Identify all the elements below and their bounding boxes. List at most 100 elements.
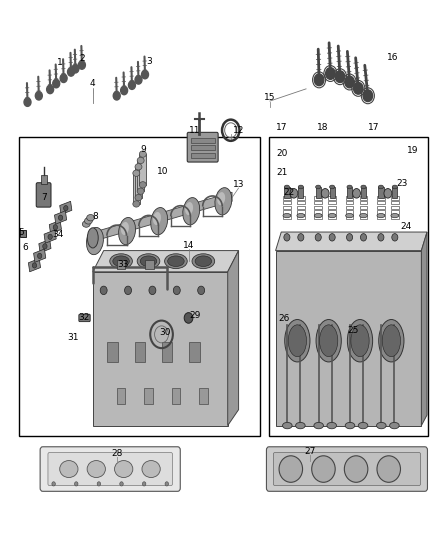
Bar xyxy=(283,201,291,205)
Bar xyxy=(360,196,367,200)
Ellipse shape xyxy=(133,201,140,207)
Bar xyxy=(361,187,366,198)
Ellipse shape xyxy=(165,254,187,269)
Bar xyxy=(199,389,208,405)
Bar xyxy=(144,389,153,405)
Polygon shape xyxy=(88,192,232,243)
Ellipse shape xyxy=(139,182,146,188)
Circle shape xyxy=(173,286,180,295)
Bar xyxy=(328,215,336,219)
Bar xyxy=(117,260,125,269)
Ellipse shape xyxy=(285,319,310,362)
Text: 8: 8 xyxy=(92,212,98,221)
Bar xyxy=(391,196,399,200)
Bar xyxy=(283,196,291,200)
Polygon shape xyxy=(276,232,427,251)
Circle shape xyxy=(284,233,290,241)
Bar xyxy=(283,211,291,214)
Circle shape xyxy=(314,74,324,86)
Circle shape xyxy=(321,189,329,198)
Ellipse shape xyxy=(153,212,161,225)
Bar xyxy=(107,342,117,362)
Bar xyxy=(377,211,385,214)
Ellipse shape xyxy=(347,185,352,189)
Polygon shape xyxy=(276,251,421,425)
Ellipse shape xyxy=(360,214,367,217)
Bar xyxy=(360,201,367,205)
Ellipse shape xyxy=(151,207,168,235)
Circle shape xyxy=(392,233,398,241)
Circle shape xyxy=(67,68,74,76)
Ellipse shape xyxy=(283,214,291,217)
Ellipse shape xyxy=(298,185,304,189)
Bar xyxy=(283,206,291,209)
Bar xyxy=(314,211,322,214)
Ellipse shape xyxy=(135,195,142,201)
Bar xyxy=(20,230,26,237)
Circle shape xyxy=(384,189,392,198)
Text: 26: 26 xyxy=(279,314,290,323)
Ellipse shape xyxy=(327,422,336,429)
Circle shape xyxy=(142,482,146,486)
FancyBboxPatch shape xyxy=(273,453,420,486)
Polygon shape xyxy=(39,239,51,253)
Circle shape xyxy=(124,286,131,295)
Bar xyxy=(298,187,304,198)
Ellipse shape xyxy=(139,151,146,157)
Polygon shape xyxy=(34,249,46,262)
Ellipse shape xyxy=(316,319,341,362)
Circle shape xyxy=(345,76,354,88)
Bar xyxy=(19,136,260,436)
Text: 3: 3 xyxy=(146,57,152,66)
Bar xyxy=(378,187,384,198)
FancyBboxPatch shape xyxy=(48,453,173,486)
Bar xyxy=(297,201,305,205)
Text: 7: 7 xyxy=(41,193,47,202)
Bar xyxy=(316,187,321,198)
Polygon shape xyxy=(49,220,61,233)
Ellipse shape xyxy=(296,422,305,429)
Circle shape xyxy=(184,313,193,323)
Circle shape xyxy=(35,92,42,100)
Circle shape xyxy=(165,482,169,486)
Polygon shape xyxy=(228,251,239,425)
Ellipse shape xyxy=(314,214,322,217)
Ellipse shape xyxy=(390,422,399,429)
Ellipse shape xyxy=(279,456,303,482)
Ellipse shape xyxy=(135,164,142,170)
Bar xyxy=(297,211,305,214)
Ellipse shape xyxy=(110,254,132,269)
Bar xyxy=(139,154,146,185)
FancyBboxPatch shape xyxy=(266,447,427,491)
Circle shape xyxy=(346,233,353,241)
Bar xyxy=(297,215,305,219)
Polygon shape xyxy=(93,272,228,425)
Ellipse shape xyxy=(168,256,184,266)
Bar xyxy=(377,196,385,200)
Ellipse shape xyxy=(361,185,366,189)
Circle shape xyxy=(74,482,78,486)
Circle shape xyxy=(78,61,85,69)
Bar xyxy=(346,215,353,219)
Bar xyxy=(328,196,336,200)
Bar xyxy=(346,211,353,214)
Ellipse shape xyxy=(392,185,397,189)
FancyBboxPatch shape xyxy=(187,132,218,162)
Bar xyxy=(134,342,145,362)
Ellipse shape xyxy=(60,461,78,478)
Ellipse shape xyxy=(215,188,232,215)
Ellipse shape xyxy=(87,228,103,255)
Circle shape xyxy=(135,76,142,84)
Ellipse shape xyxy=(377,456,400,482)
Circle shape xyxy=(52,482,55,486)
Ellipse shape xyxy=(328,214,336,217)
Ellipse shape xyxy=(82,221,90,227)
Text: 29: 29 xyxy=(189,311,201,320)
Ellipse shape xyxy=(113,256,129,266)
Bar xyxy=(191,152,215,158)
Circle shape xyxy=(100,286,107,295)
Bar xyxy=(360,206,367,209)
Text: 22: 22 xyxy=(283,188,294,197)
Bar xyxy=(314,201,322,205)
Ellipse shape xyxy=(382,325,400,357)
